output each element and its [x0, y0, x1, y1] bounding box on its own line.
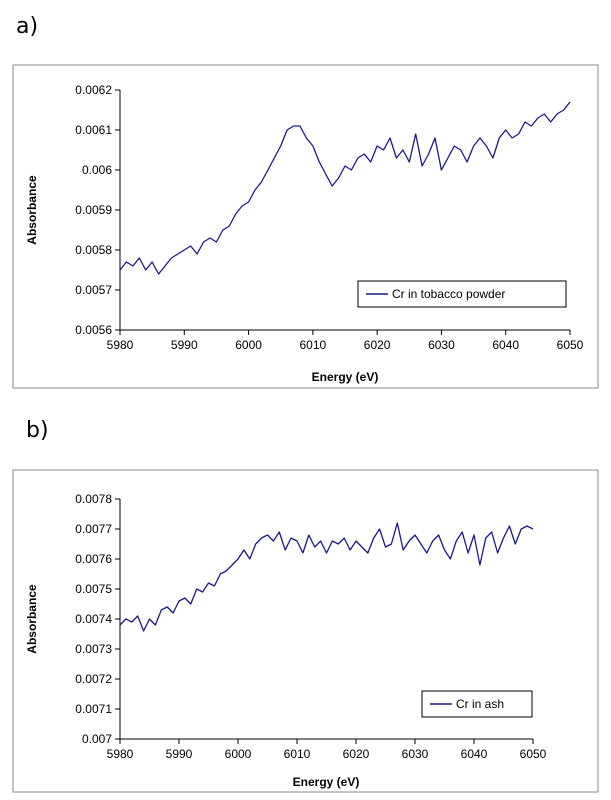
chart-area-border — [12, 64, 599, 389]
y-tick-label: 0.0058 — [75, 243, 112, 257]
legend-label: Cr in ash — [456, 697, 504, 711]
y-tick-label: 0.0071 — [75, 702, 112, 716]
x-axis-title: Energy (eV) — [293, 775, 360, 789]
y-tick-label: 0.0077 — [75, 522, 112, 536]
series-line — [119, 101, 571, 275]
panel-label-a: a) — [16, 14, 39, 39]
legend-box — [357, 280, 567, 308]
legend-label: Cr in tobacco powder — [392, 287, 505, 301]
y-tick-label: 0.0073 — [75, 642, 112, 656]
y-tick-label: 0.0074 — [75, 612, 112, 626]
y-axis-title: Absorbance — [25, 584, 39, 654]
y-tick-label: 0.006 — [82, 163, 112, 177]
x-tick-label: 6050 — [557, 338, 584, 352]
y-tick-label: 0.0056 — [75, 323, 112, 337]
y-tick-label: 0.0061 — [75, 123, 112, 137]
y-tick-label: 0.0057 — [75, 283, 112, 297]
y-tick-label: 0.0059 — [75, 203, 112, 217]
x-tick-label: 6020 — [364, 338, 391, 352]
chart-ash: 0.007 0.0071 0.0072 0.0073 0.0074 0.0075 0.007… — [12, 469, 599, 793]
x-tick-label: 6000 — [235, 338, 262, 352]
y-axis-title: Absorbance — [25, 175, 39, 245]
x-tick-label: 6000 — [225, 747, 252, 761]
x-tick-label: 5990 — [171, 338, 198, 352]
chart-area-border — [12, 469, 599, 793]
x-axis-title: Energy (eV) — [312, 370, 379, 384]
x-tick-label: 6040 — [492, 338, 519, 352]
y-tick-label: 0.007 — [82, 732, 112, 746]
y-tick-label: 0.0076 — [75, 552, 112, 566]
x-tick-label: 5980 — [107, 747, 134, 761]
x-tick-label: 5980 — [107, 338, 134, 352]
x-tick-label: 6010 — [284, 747, 311, 761]
y-tick-label: 0.0072 — [75, 672, 112, 686]
x-tick-label: 5990 — [166, 747, 193, 761]
x-tick-label: 6030 — [402, 747, 429, 761]
y-tick-label: 0.0075 — [75, 582, 112, 596]
series-line — [119, 522, 534, 632]
chart-tobacco-powder: 0.0056 0.0057 0.0058 0.0059 0.006 0.0061 0.006… — [12, 64, 599, 389]
x-tick-label: 6010 — [300, 338, 327, 352]
x-tick-label: 6020 — [343, 747, 370, 761]
x-tick-label: 6040 — [461, 747, 488, 761]
x-tick-label: 6030 — [428, 338, 455, 352]
x-tick-label: 6050 — [520, 747, 547, 761]
y-tick-label: 0.0078 — [75, 492, 112, 506]
panel-label-b: b) — [26, 418, 49, 443]
y-tick-label: 0.0062 — [75, 83, 112, 97]
